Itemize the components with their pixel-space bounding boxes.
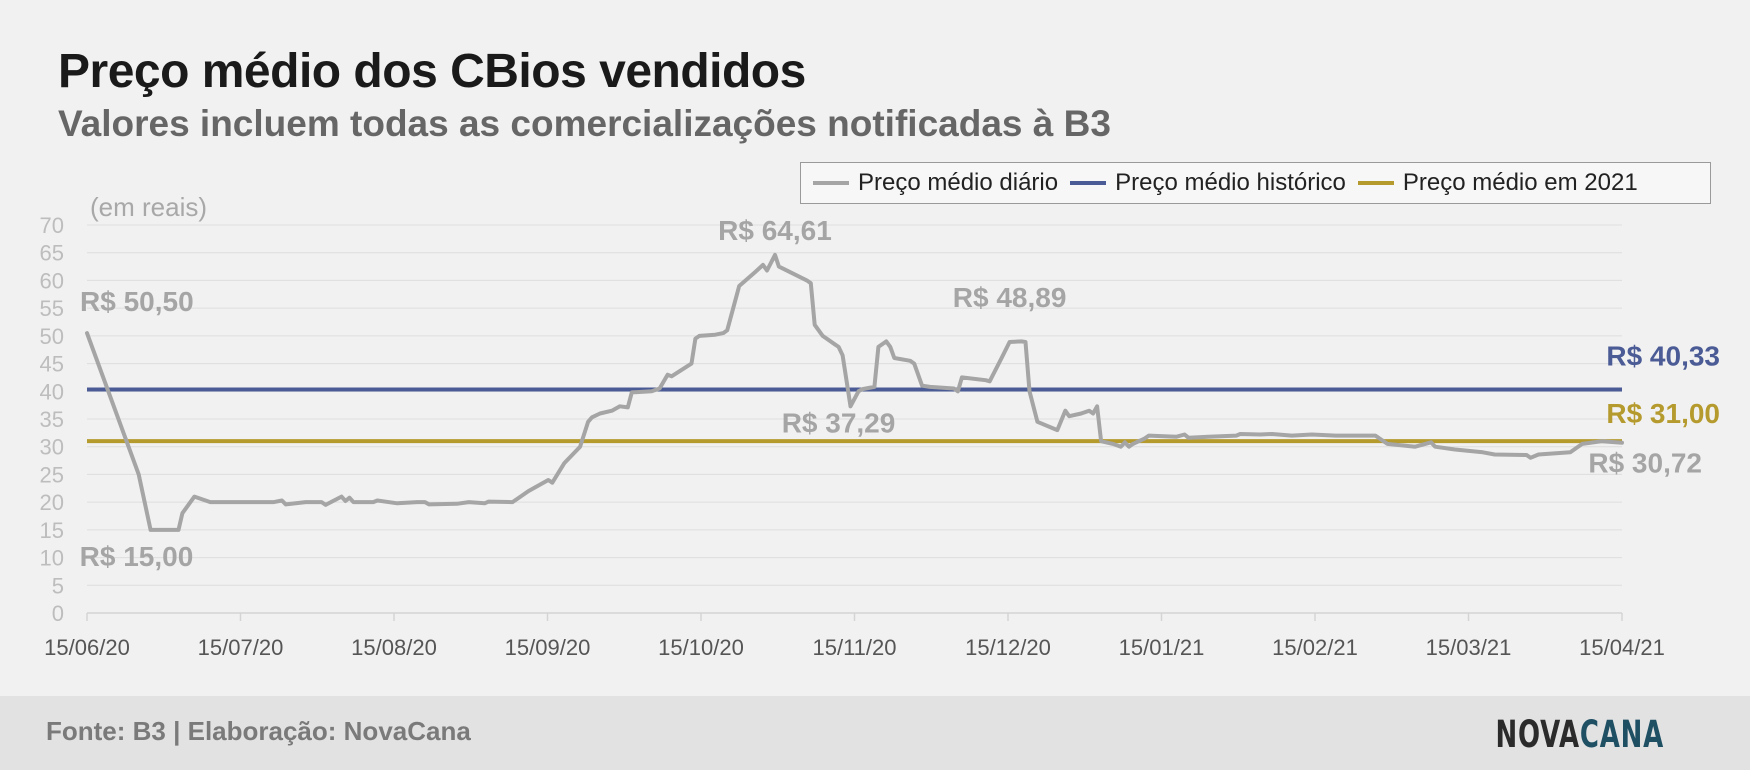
y-axis-label: (em reais) xyxy=(90,192,207,222)
legend-swatch-historic xyxy=(1070,181,1107,185)
chart-title: Preço médio dos CBios vendidos xyxy=(58,45,806,98)
x-tick-label: 15/01/21 xyxy=(1119,635,1205,660)
chart-grid xyxy=(87,224,1622,586)
chart-annotations: R$ 50,50 R$ 15,00 R$ 64,61 R$ 37,29 R$ 48,89… xyxy=(80,215,1720,572)
x-tick-label: 15/06/20 xyxy=(44,635,130,660)
logo-part-nova: NOVA xyxy=(1495,713,1580,756)
y-tick-label: 25 xyxy=(40,462,64,487)
legend-item-historic: Preço médio histórico xyxy=(1070,169,1346,197)
x-axis: 15/06/20 15/07/20 15/08/20 15/09/20 15/10/20… xyxy=(44,612,1665,660)
x-tick-label: 15/08/20 xyxy=(351,635,437,660)
label-min-price: R$ 15,00 xyxy=(80,541,194,572)
legend-label-daily: Preço médio diário xyxy=(858,169,1059,196)
label-average-2021: R$ 31,00 xyxy=(1606,398,1720,429)
label-end-price: R$ 30,72 xyxy=(1588,448,1702,479)
y-tick-label: 40 xyxy=(40,379,64,404)
y-tick-label: 50 xyxy=(40,324,64,349)
novacana-logo: NOVACANA xyxy=(1496,713,1664,756)
x-tick-label: 15/07/20 xyxy=(198,635,284,660)
legend-item-daily: Preço médio diário xyxy=(813,169,1058,197)
chart-legend: Preço médio diário Preço médio histórico… xyxy=(800,162,1711,204)
y-tick-label: 15 xyxy=(40,518,64,543)
x-tick-label: 15/11/20 xyxy=(812,635,896,660)
chart-series xyxy=(85,252,1624,532)
label-second-peak-price: R$ 48,89 xyxy=(953,282,1067,313)
series-line-daily-price xyxy=(85,252,1624,532)
y-tick-label: 70 xyxy=(40,213,64,238)
x-tick-label: 15/10/20 xyxy=(658,635,744,660)
legend-label-2021: Preço médio em 2021 xyxy=(1402,169,1638,196)
label-historic-average: R$ 40,33 xyxy=(1606,340,1720,371)
x-tick-label: 15/03/21 xyxy=(1426,635,1512,660)
footer: Fonte: B3 | Elaboração: NovaCana NOVACAN… xyxy=(0,696,1750,770)
y-tick-label: 5 xyxy=(52,573,64,598)
y-tick-label: 45 xyxy=(40,352,64,377)
y-tick-label: 35 xyxy=(40,407,64,432)
source-text: Fonte: B3 | Elaboração: NovaCana xyxy=(46,716,471,746)
x-tick-label: 15/09/20 xyxy=(505,635,591,660)
y-tick-label: 20 xyxy=(40,490,64,515)
logo-part-cana: CANA xyxy=(1579,713,1664,756)
label-peak-price: R$ 64,61 xyxy=(718,215,832,246)
y-tick-label: 10 xyxy=(40,546,64,571)
x-tick-label: 15/02/21 xyxy=(1272,635,1358,660)
y-tick-label: 30 xyxy=(40,435,64,460)
y-tick-label: 55 xyxy=(40,296,64,321)
x-tick-label: 15/04/21 xyxy=(1579,635,1665,660)
x-tick-label: 15/12/20 xyxy=(965,635,1051,660)
y-tick-label: 65 xyxy=(40,241,64,266)
legend-label-historic: Preço médio histórico xyxy=(1115,169,1346,196)
chart-subtitle: Valores incluem todas as comercializaçõe… xyxy=(58,103,1111,144)
y-tick-label: 60 xyxy=(40,268,64,293)
legend-item-2021: Preço médio em 2021 xyxy=(1357,169,1638,197)
y-tick-label: 0 xyxy=(52,601,64,626)
legend-swatch-2021 xyxy=(1357,181,1394,185)
legend-swatch-daily xyxy=(813,181,849,185)
label-start-price: R$ 50,50 xyxy=(80,286,194,317)
label-dip-price: R$ 37,29 xyxy=(782,407,896,438)
